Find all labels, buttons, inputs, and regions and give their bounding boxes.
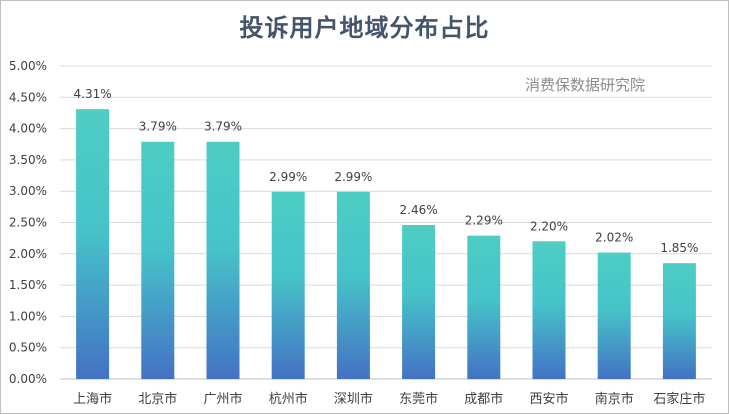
y-tick-label: 4.50% — [9, 90, 47, 104]
bar — [336, 191, 370, 379]
y-axis-ticks: 0.00% 0.50% 1.00% 1.50% 2.00% 2.50% 3.00% 3.50%… — [9, 59, 47, 386]
bar — [597, 252, 631, 379]
data-label: 2.99% — [269, 170, 307, 184]
bar — [271, 191, 305, 379]
x-category-label: 南京市 — [595, 391, 634, 407]
data-label: 3.79% — [204, 120, 242, 134]
y-tick-label: 2.50% — [9, 216, 47, 230]
x-category-label: 杭州市 — [269, 391, 308, 407]
data-labels: 4.31% 3.79% 3.79% 2.99% 2.99% 2.46% 2.29% 2.20%… — [74, 87, 699, 255]
bar — [141, 141, 175, 379]
x-category-label: 上海市 — [73, 391, 112, 407]
bar — [206, 141, 240, 379]
bar — [467, 235, 501, 379]
data-label: 2.02% — [595, 231, 633, 245]
x-category-label: 东莞市 — [399, 391, 438, 407]
data-label: 2.46% — [400, 203, 438, 217]
y-tick-label: 0.50% — [9, 341, 47, 355]
chart-title: 投诉用户地域分布占比 — [239, 13, 490, 42]
data-label: 3.79% — [139, 120, 177, 134]
x-category-label: 石家庄市 — [653, 391, 705, 407]
bar — [76, 109, 110, 379]
y-tick-label: 4.00% — [9, 122, 47, 136]
bar — [402, 225, 436, 379]
bars — [76, 109, 696, 379]
bar — [662, 263, 696, 379]
y-tick-label: 1.00% — [9, 309, 47, 323]
y-tick-label: 0.00% — [9, 372, 47, 386]
watermark-text: 消费保数据研究院 — [525, 76, 646, 94]
data-label: 2.99% — [334, 170, 372, 184]
x-category-label: 西安市 — [529, 391, 568, 407]
x-category-label: 广州市 — [203, 391, 242, 407]
bar — [532, 241, 566, 379]
x-axis-categories: 上海市 北京市 广州市 杭州市 深圳市 东莞市 成都市 西安市 南京市 石家庄市 — [73, 391, 705, 407]
data-label: 4.31% — [74, 87, 112, 101]
data-label: 1.85% — [660, 241, 698, 255]
y-tick-label: 3.50% — [9, 153, 47, 167]
y-tick-label: 5.00% — [9, 59, 47, 73]
x-category-label: 成都市 — [464, 391, 503, 407]
data-label: 2.20% — [530, 219, 568, 233]
y-tick-label: 3.00% — [9, 184, 47, 198]
data-label: 2.29% — [465, 214, 503, 228]
x-category-label: 北京市 — [138, 391, 177, 407]
x-category-label: 深圳市 — [334, 391, 373, 407]
y-tick-label: 1.50% — [9, 278, 47, 292]
y-tick-label: 2.00% — [9, 247, 47, 261]
